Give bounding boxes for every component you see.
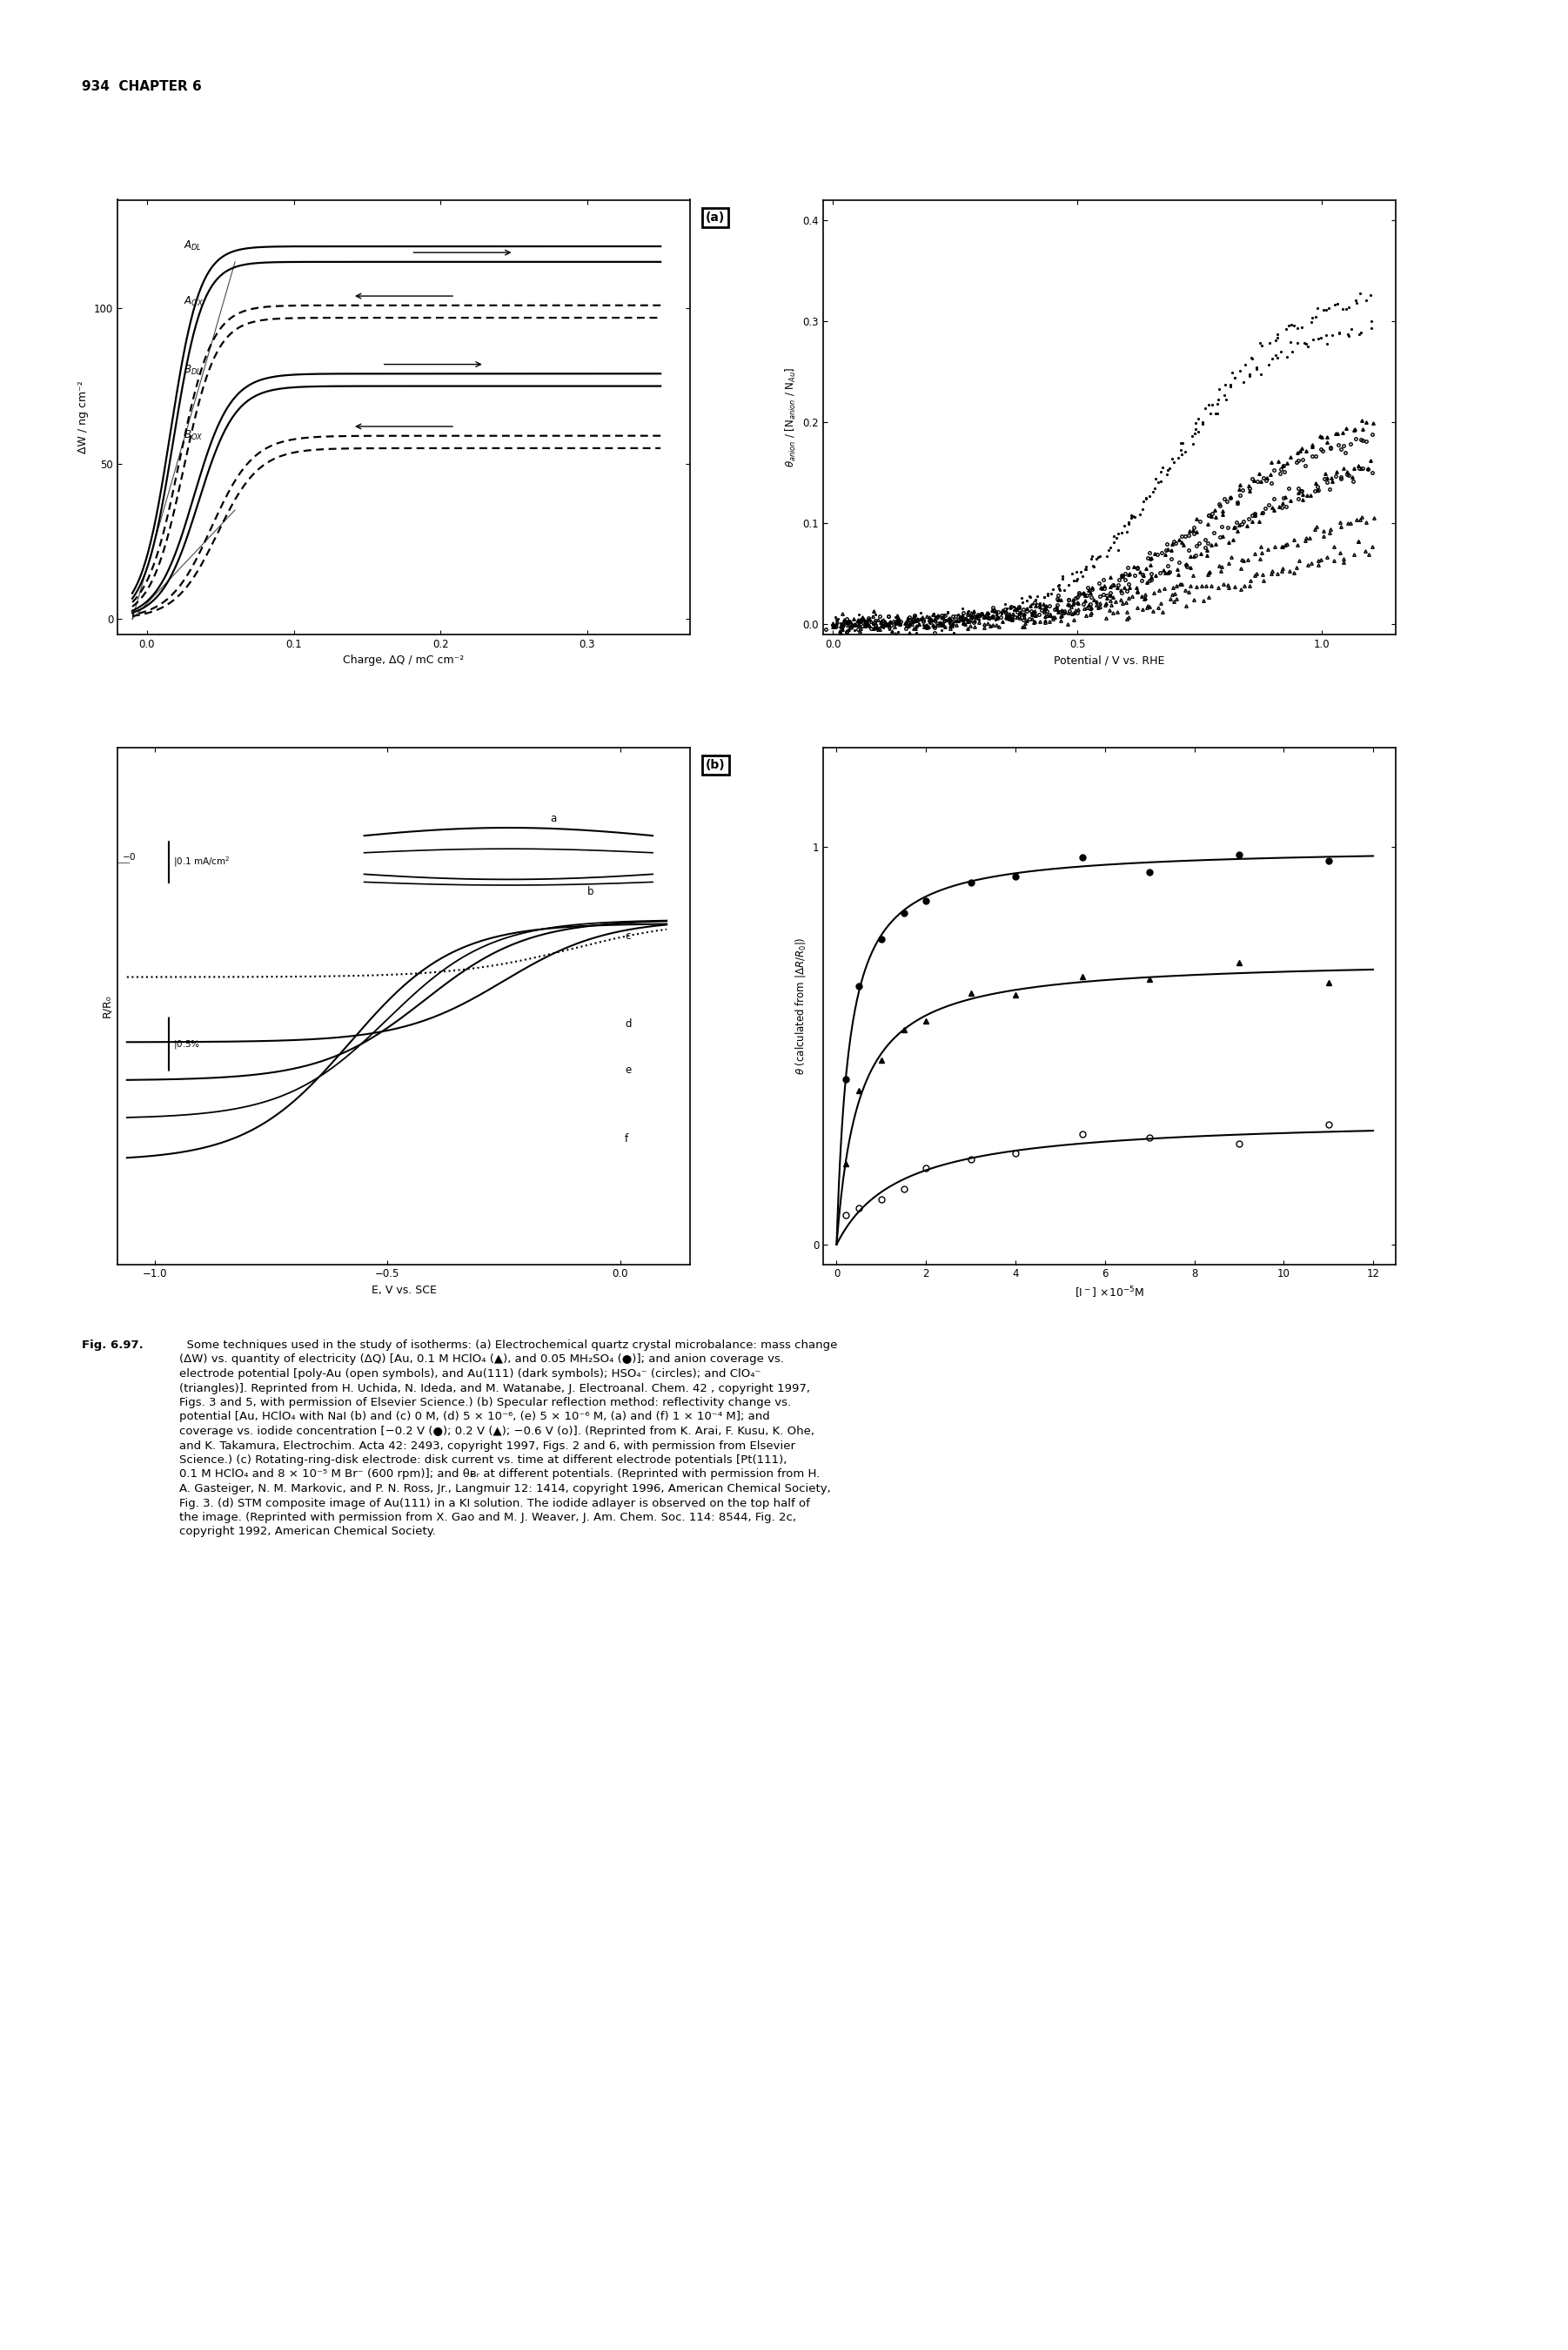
Text: $|$0.5%: $|$0.5% [174, 1039, 201, 1050]
Y-axis label: $\theta_{anion}$ / [N$_{anion}$ / N$_{Au}$]: $\theta_{anion}$ / [N$_{anion}$ / N$_{Au… [784, 367, 798, 468]
X-axis label: [I$^-$] $\times$10$^{-5}$M: [I$^-$] $\times$10$^{-5}$M [1074, 1285, 1145, 1300]
Text: b: b [588, 886, 594, 898]
Y-axis label: R/R₀: R/R₀ [102, 994, 113, 1018]
Text: f: f [624, 1133, 629, 1144]
Text: (b): (b) [706, 759, 726, 771]
X-axis label: Potential / V vs. RHE: Potential / V vs. RHE [1054, 656, 1165, 665]
Y-axis label: $\theta$ (calculated from $|\Delta R/R_0|$): $\theta$ (calculated from $|\Delta R/R_0… [793, 938, 808, 1074]
Text: c: c [624, 931, 630, 942]
Text: $B_{OX}$: $B_{OX}$ [183, 428, 204, 442]
Text: (a): (a) [706, 212, 724, 223]
Y-axis label: ΔW / ng cm⁻²: ΔW / ng cm⁻² [78, 381, 89, 454]
Text: $B_{DL}$: $B_{DL}$ [183, 364, 201, 376]
Text: $|$0.1 mA/cm$^2$: $|$0.1 mA/cm$^2$ [174, 855, 230, 870]
Text: 934  CHAPTER 6: 934 CHAPTER 6 [82, 80, 201, 94]
X-axis label: E, V vs. SCE: E, V vs. SCE [372, 1285, 436, 1295]
Text: e: e [624, 1065, 630, 1076]
Text: $A_{DL}$: $A_{DL}$ [183, 240, 202, 251]
Text: d: d [624, 1018, 632, 1029]
Text: Some techniques used in the study of isotherms: (a) Electrochemical quartz cryst: Some techniques used in the study of iso… [180, 1339, 837, 1537]
X-axis label: Charge, ΔQ / mC cm⁻²: Charge, ΔQ / mC cm⁻² [343, 656, 464, 665]
Text: $A_{OX}$: $A_{OX}$ [183, 296, 204, 308]
Text: Fig. 6.97.: Fig. 6.97. [82, 1339, 143, 1351]
Text: $-0$: $-0$ [122, 851, 136, 862]
Text: a: a [550, 813, 557, 825]
